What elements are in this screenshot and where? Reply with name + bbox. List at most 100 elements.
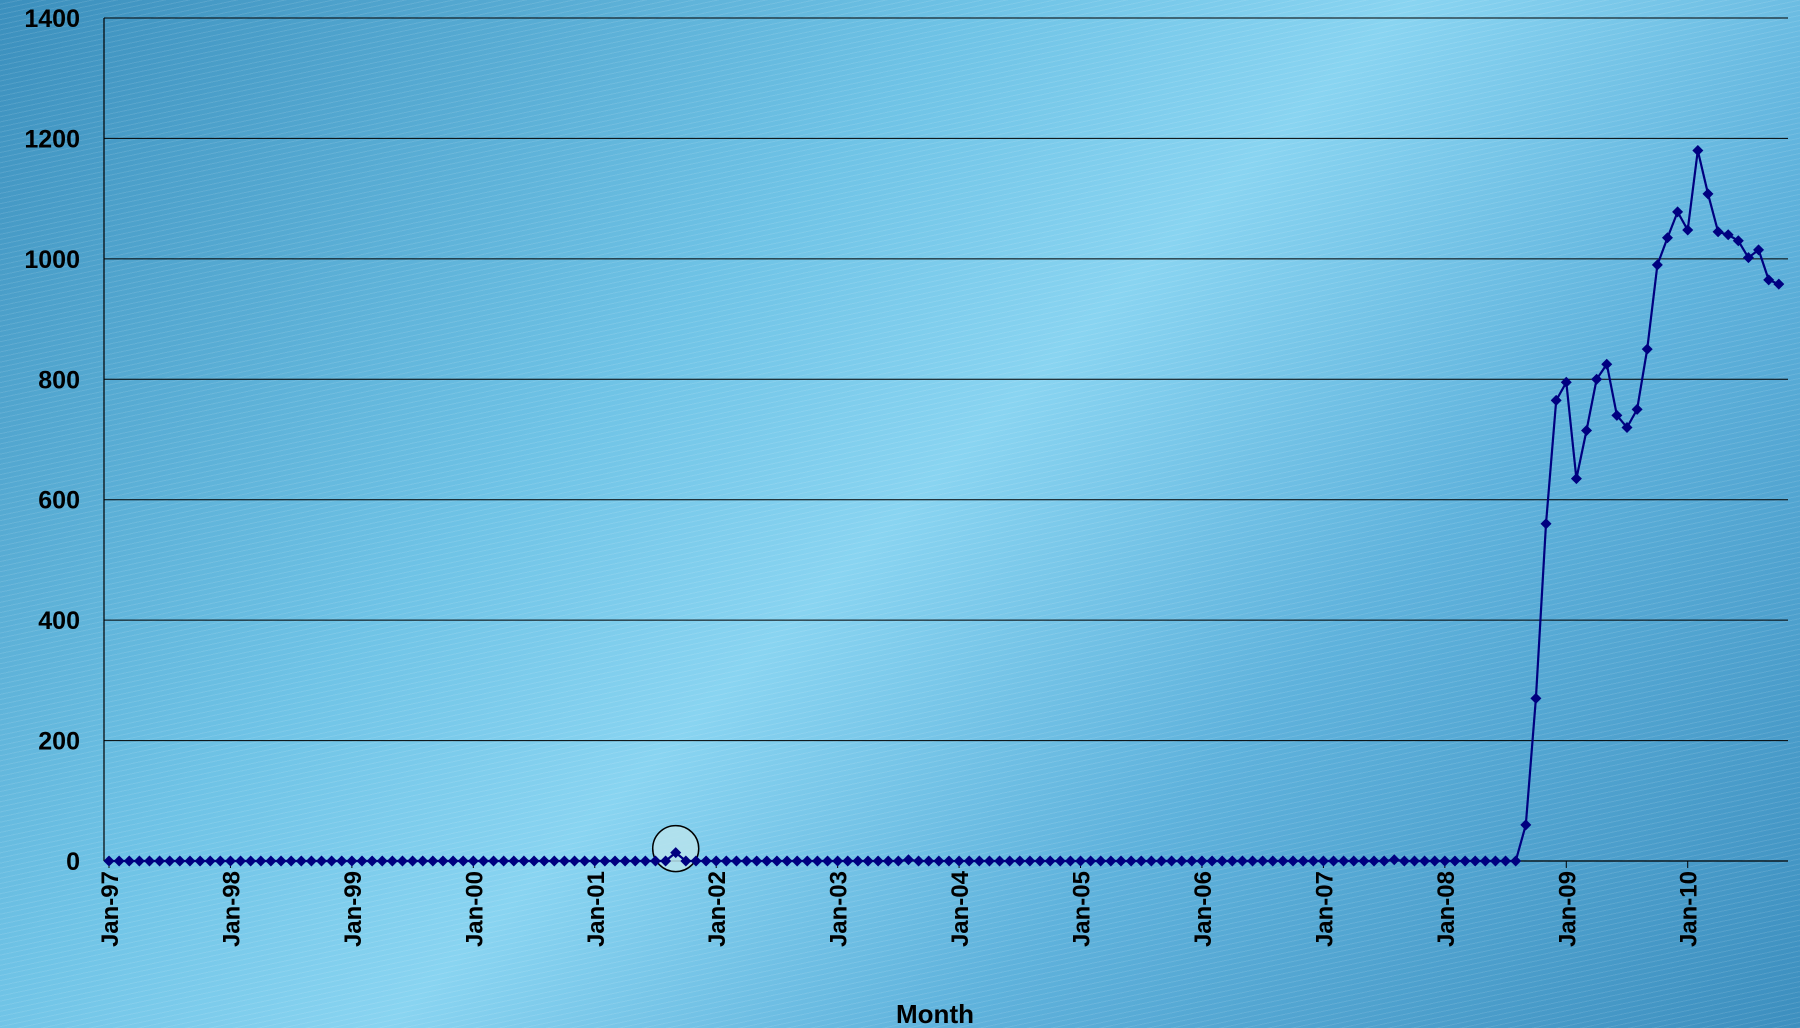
data-point [1500,855,1512,867]
data-point [639,855,651,867]
data-point [1591,373,1603,385]
data-point [194,855,206,867]
data-point [1095,855,1107,867]
data-point [477,855,489,867]
data-point [690,855,702,867]
data-point [1489,855,1501,867]
data-point [204,855,216,867]
data-point [437,855,449,867]
series-layer [103,144,1785,867]
data-point [1064,855,1076,867]
data-point [1368,855,1380,867]
data-point [1469,855,1481,867]
data-point [143,855,155,867]
data-point [255,855,267,867]
data-point [872,855,884,867]
data-point [619,855,631,867]
data-point [417,855,429,867]
data-point [133,855,145,867]
data-point [508,855,520,867]
data-point [599,855,611,867]
data-point [305,855,317,867]
y-tick-labels: 0 200 400 600 800 1000 1200 1400 [24,5,80,876]
data-point [1429,855,1441,867]
data-point [1145,855,1157,867]
x-tick-label: Jan-08 [1433,871,1460,947]
data-point [882,855,894,867]
data-point [569,855,581,867]
data-point [1014,855,1026,867]
data-point [1307,855,1319,867]
x-tick-label: Jan-02 [704,871,731,947]
data-point [1125,855,1137,867]
data-point [1419,855,1431,867]
data-point [1459,855,1471,867]
data-point [164,855,176,867]
x-tick-label: Jan-01 [583,871,610,947]
data-point [1388,854,1400,866]
data-point [235,855,247,867]
data-point [1732,235,1744,247]
data-point [224,855,236,867]
data-point [1398,855,1410,867]
data-point [275,855,287,867]
y-tick-label: 0 [66,848,80,876]
data-point [1773,278,1785,290]
data-point [316,855,328,867]
data-point [781,855,793,867]
data-point [1763,274,1775,286]
data-point [1742,252,1754,264]
data-point [1257,855,1269,867]
data-point [265,855,277,867]
data-point [427,855,439,867]
x-tick-label: Jan-00 [461,871,488,947]
data-point [1449,855,1461,867]
data-point [346,855,358,867]
data-point [1196,855,1208,867]
data-point [488,855,500,867]
data-point [1085,855,1097,867]
data-point [1348,855,1360,867]
data-point [1702,188,1714,200]
data-point [1115,855,1127,867]
data-point [1024,855,1036,867]
data-point [811,855,823,867]
data-point [558,855,570,867]
x-tick-label: Jan-97 [97,871,124,947]
data-point [1328,855,1340,867]
data-point [1712,226,1724,238]
data-point [1358,855,1370,867]
data-point [771,855,783,867]
data-point [822,855,834,867]
data-point [285,855,297,867]
data-point [336,855,348,867]
data-point [457,855,469,867]
data-point [214,855,226,867]
data-point [1581,424,1593,436]
data-point [1135,855,1147,867]
data-point [660,855,672,867]
x-tick-label: Jan-98 [218,871,245,947]
data-point [1753,244,1765,256]
data-point [589,855,601,867]
data-point [245,855,257,867]
data-point [1651,259,1663,271]
data-point [1226,855,1238,867]
data-point [1530,692,1542,704]
data-point [1479,855,1491,867]
data-point [720,855,732,867]
y-tick-label: 1400 [24,5,80,33]
x-tick-label: Jan-10 [1676,871,1703,947]
data-point [1560,376,1572,388]
data-point [983,855,995,867]
data-point [1722,229,1734,241]
x-tick-label: Jan-07 [1311,871,1338,947]
data-point [113,855,125,867]
data-point [852,855,864,867]
data-point [1408,855,1420,867]
data-point [447,855,459,867]
data-point [1378,855,1390,867]
data-point [396,855,408,867]
data-point [538,855,550,867]
